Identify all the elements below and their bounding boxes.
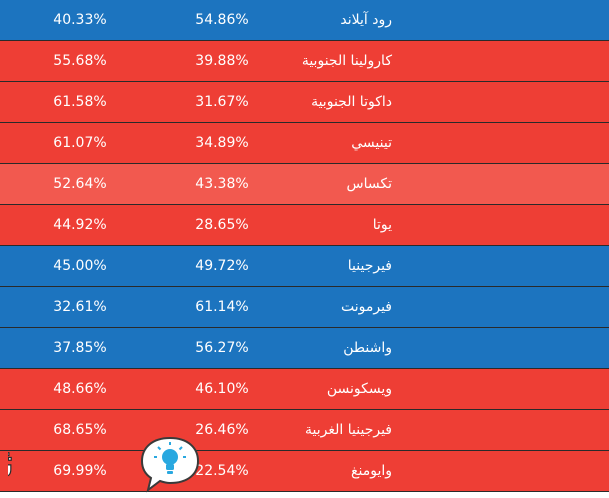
democrat-percent: 49.72% xyxy=(195,258,249,274)
republican-percent: 48.66% xyxy=(53,381,107,397)
democrat-percent: 54.86% xyxy=(195,12,249,28)
table-row: 37.85% 56.27% واشنطن xyxy=(0,328,609,369)
table-row: 48.66% 46.10% ويسكونسن xyxy=(0,369,609,410)
state-name: كارولينا الجنوبية xyxy=(301,53,392,69)
republican-percent: 44.92% xyxy=(53,217,107,233)
state-name: واشنطن xyxy=(343,340,392,356)
republican-percent: 61.58% xyxy=(53,94,107,110)
state-name: فيرجينيا الغربية xyxy=(305,422,392,438)
state-name: فيرجينيا xyxy=(347,258,392,274)
state-name: يوتا xyxy=(372,217,392,233)
democrat-percent: 56.27% xyxy=(195,340,249,356)
republican-percent: 68.65% xyxy=(53,422,107,438)
democrat-percent: 61.14% xyxy=(195,299,249,315)
state-name: وايومنغ xyxy=(351,463,392,479)
state-name: داكوتا الجنوبية xyxy=(311,94,392,110)
republican-percent: 37.85% xyxy=(53,340,107,356)
state-name: ويسكونسن xyxy=(326,381,392,397)
republican-percent: 69.99% xyxy=(53,463,107,479)
state-name: رود آيلاند xyxy=(340,12,392,28)
table-row: 55.68% 39.88% كارولينا الجنوبية xyxy=(0,41,609,82)
table-row: 44.92% 28.65% يوتا xyxy=(0,205,609,246)
democrat-percent: 26.46% xyxy=(195,422,249,438)
table-row: 45.00% 49.72% فيرجينيا xyxy=(0,246,609,287)
republican-percent: 32.61% xyxy=(53,299,107,315)
state-name: تكساس xyxy=(346,176,392,192)
republican-percent: 40.33% xyxy=(53,12,107,28)
table-row: 69.99% 22.54% وايومنغ xyxy=(0,451,609,492)
table-row: 68.65% 26.46% فيرجينيا الغربية xyxy=(0,410,609,451)
democrat-percent: 46.10% xyxy=(195,381,249,397)
democrat-percent: 28.65% xyxy=(195,217,249,233)
republican-percent: 55.68% xyxy=(53,53,107,69)
democrat-percent: 43.38% xyxy=(195,176,249,192)
democrat-percent: 22.54% xyxy=(195,463,249,479)
table-row: 61.58% 31.67% داكوتا الجنوبية xyxy=(0,82,609,123)
state-name: تينيسي xyxy=(351,135,392,151)
state-name: فيرمونت xyxy=(340,299,392,315)
republican-percent: 52.64% xyxy=(53,176,107,192)
table-row: 52.64% 43.38% تكساس xyxy=(0,164,609,205)
table-row: 61.07% 34.89% تينيسي xyxy=(0,123,609,164)
democrat-percent: 39.88% xyxy=(195,53,249,69)
table-row: 32.61% 61.14% فيرمونت xyxy=(0,287,609,328)
republican-percent: 61.07% xyxy=(53,135,107,151)
democrat-percent: 34.89% xyxy=(195,135,249,151)
democrat-percent: 31.67% xyxy=(195,94,249,110)
table-row: 40.33% 54.86% رود آيلاند xyxy=(0,0,609,41)
republican-percent: 45.00% xyxy=(53,258,107,274)
